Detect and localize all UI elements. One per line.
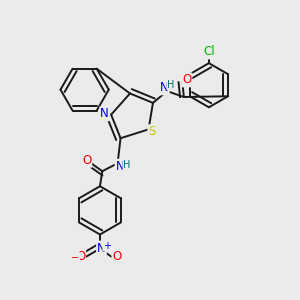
Text: S: S <box>148 125 156 138</box>
Text: N: N <box>97 242 106 254</box>
Text: Cl: Cl <box>203 45 215 58</box>
Text: −: − <box>71 253 79 263</box>
Text: N: N <box>116 160 124 173</box>
Text: O: O <box>82 154 91 167</box>
Text: O: O <box>76 250 85 263</box>
Text: N: N <box>100 107 109 120</box>
Text: O: O <box>112 250 122 263</box>
Text: H: H <box>167 80 175 90</box>
Text: +: + <box>103 241 111 251</box>
Text: O: O <box>182 74 191 86</box>
Text: H: H <box>123 160 131 170</box>
Text: N: N <box>160 81 169 94</box>
